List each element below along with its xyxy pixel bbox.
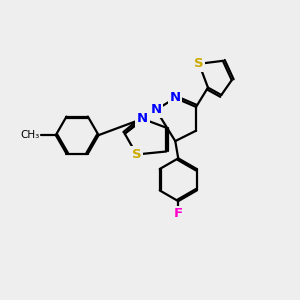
Text: S: S: [132, 148, 141, 161]
Text: S: S: [194, 57, 204, 70]
Text: F: F: [174, 207, 183, 220]
Text: CH₃: CH₃: [20, 130, 39, 140]
Text: N: N: [150, 103, 161, 116]
Text: N: N: [170, 92, 181, 104]
Text: N: N: [137, 112, 148, 125]
